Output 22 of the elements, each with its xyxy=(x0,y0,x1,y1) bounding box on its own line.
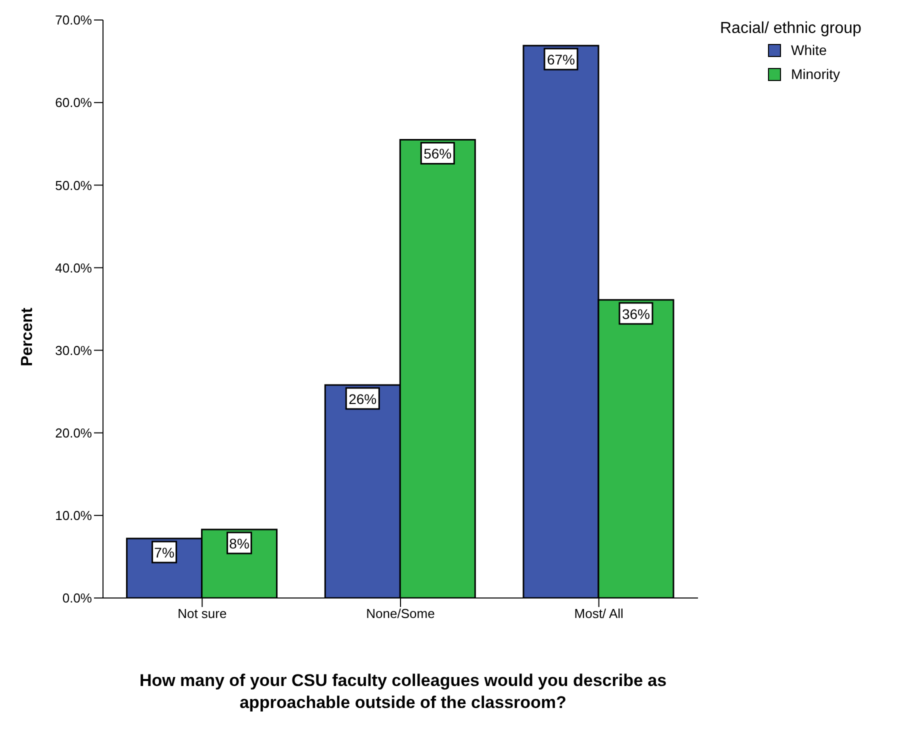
data-label: 7% xyxy=(154,544,174,561)
x-tick-label: Most/ All xyxy=(574,606,624,622)
data-label: 36% xyxy=(622,306,650,322)
y-tick-label: 50.0% xyxy=(55,178,92,193)
legend-title: Racial/ ethnic group xyxy=(720,20,862,38)
y-tick-label: 10.0% xyxy=(55,508,92,524)
x-tick-label: None/Some xyxy=(366,606,435,622)
y-tick-label: 60.0% xyxy=(55,95,92,110)
y-tick-label: 0.0% xyxy=(62,590,92,606)
legend-label: Minority xyxy=(791,66,840,82)
y-tick-label: 40.0% xyxy=(55,260,92,276)
legend-label: White xyxy=(791,42,827,58)
y-tick-label: 20.0% xyxy=(55,425,92,440)
data-label: 56% xyxy=(424,146,452,162)
y-tick-label: 30.0% xyxy=(55,342,92,358)
x-tick-label: Not sure xyxy=(178,606,227,622)
data-label: 26% xyxy=(348,390,377,407)
y-axis-title: Percent xyxy=(19,307,37,367)
y-tick-label: 70.0% xyxy=(55,12,92,28)
data-label: 8% xyxy=(229,535,250,552)
x-axis-title: How many of your CSU faculty colleagues would you describe as approachable outside of the classroom? xyxy=(138,670,668,714)
data-label: 67% xyxy=(546,52,575,68)
